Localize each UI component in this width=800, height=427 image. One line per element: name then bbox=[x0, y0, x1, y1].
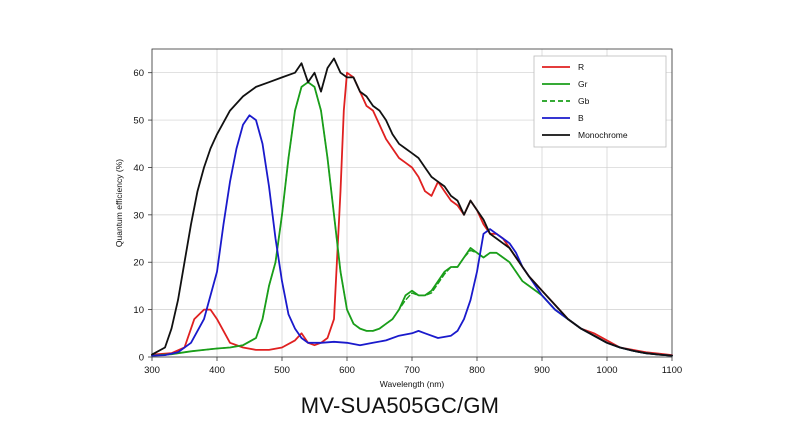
legend-label-r: R bbox=[578, 62, 584, 72]
y-tick-label: 20 bbox=[133, 258, 144, 269]
y-tick-label: 10 bbox=[133, 305, 144, 316]
axis-ticks: 300 400 500 600 700 800 900 1000 1100 0 10 20 30 40 50… bbox=[133, 68, 682, 376]
legend-label-monochrome: Monochrome bbox=[578, 130, 628, 140]
legend: R Gr Gb B Monochrome bbox=[533, 55, 667, 148]
y-tick-label: 50 bbox=[133, 116, 144, 127]
x-tick-label: 800 bbox=[469, 365, 485, 376]
chart-caption: MV-SUA505GC/GM bbox=[300, 393, 500, 418]
legend-label-gb: Gb bbox=[578, 96, 590, 106]
x-axis-label: Wavelength (nm) bbox=[380, 379, 445, 389]
series-line-monochrome bbox=[151, 57, 673, 357]
y-tick-label: 40 bbox=[133, 163, 144, 174]
x-tick-label: 600 bbox=[339, 365, 355, 376]
x-tick-label: 700 bbox=[404, 365, 420, 376]
chart: 300 400 500 600 700 800 900 1000 1100 0 10 20 30 40 50… bbox=[114, 48, 682, 389]
y-axis-label: Quantum efficiency (%) bbox=[114, 159, 124, 247]
x-tick-label: 300 bbox=[144, 365, 160, 376]
x-tick-label: 1000 bbox=[596, 365, 617, 376]
legend-label-gr: Gr bbox=[578, 79, 588, 89]
legend-box bbox=[533, 55, 667, 148]
x-tick-label: 400 bbox=[209, 365, 225, 376]
series-lines bbox=[151, 57, 673, 357]
y-tick-label: 60 bbox=[133, 68, 144, 79]
legend-label-b: B bbox=[578, 113, 584, 123]
y-tick-label: 0 bbox=[139, 353, 144, 364]
x-tick-label: 1100 bbox=[662, 365, 682, 376]
y-tick-label: 30 bbox=[133, 210, 144, 221]
x-tick-label: 900 bbox=[534, 365, 550, 376]
x-tick-label: 500 bbox=[274, 365, 290, 376]
series-line-b bbox=[151, 114, 673, 357]
